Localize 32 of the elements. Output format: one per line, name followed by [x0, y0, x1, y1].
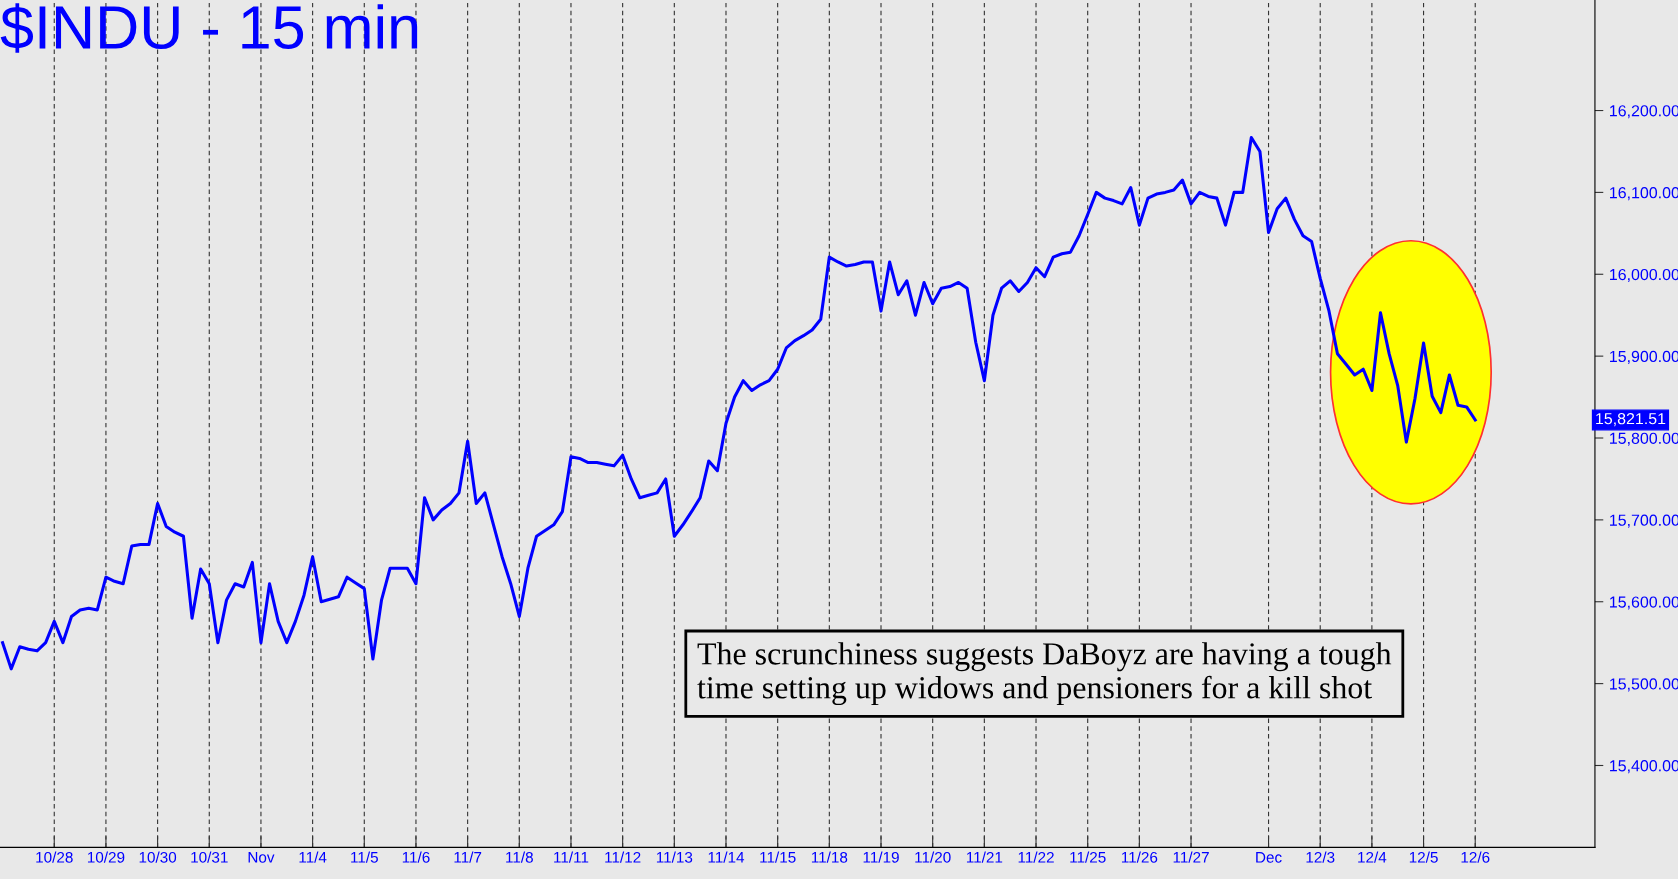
x-tick-label: 12/6: [1461, 851, 1490, 863]
x-tick-label: 11/20: [915, 851, 951, 863]
x-tick-label: 11/25: [1070, 851, 1106, 863]
x-tick-label: 11/5: [351, 851, 378, 863]
x-tick-label: 11/15: [760, 851, 796, 863]
x-tick-label: 11/14: [708, 851, 745, 863]
x-tick-label: 11/21: [966, 851, 1003, 863]
x-tick-label: 11/19: [863, 851, 899, 863]
x-tick-label: 12/3: [1306, 851, 1335, 863]
x-tick-label: 11/8: [506, 851, 533, 863]
x-tick-label: 11/4: [299, 851, 327, 863]
x-tick-label: 11/7: [454, 851, 482, 863]
x-tick-label: 10/31: [191, 851, 228, 863]
x-tick-label: 11/11: [554, 851, 589, 863]
x-tick-label: 10/29: [87, 851, 125, 863]
x-tick-label: 11/18: [811, 851, 848, 863]
annotation: The scrunchiness suggests DaBoyz are having a tough time setting up widows and pensioners for a kill shot: [697, 642, 1392, 706]
x-tick-label: 11/22: [1018, 851, 1054, 863]
x-tick-label: 10/30: [139, 851, 177, 863]
line-series: [1, 136, 1477, 671]
x-tick-label: Nov: [248, 852, 275, 863]
x-tick-label: 11/13: [656, 851, 693, 863]
x-tick-label: 12/5: [1409, 851, 1438, 863]
x-tick-label: 10/28: [36, 851, 73, 863]
text: 15,821.51: [1596, 412, 1666, 427]
x-tick-label: Dec: [1256, 852, 1282, 863]
x-tick-label: 11/12: [605, 851, 641, 863]
x-tick-label: 11/6: [402, 851, 430, 863]
chart-title: $INDU - 15 min: [0, 3, 418, 53]
x-tick-label: 12/4: [1358, 851, 1387, 863]
x-tick-label: 11/26: [1121, 851, 1158, 863]
x-tick-label: 11/27: [1173, 851, 1209, 863]
